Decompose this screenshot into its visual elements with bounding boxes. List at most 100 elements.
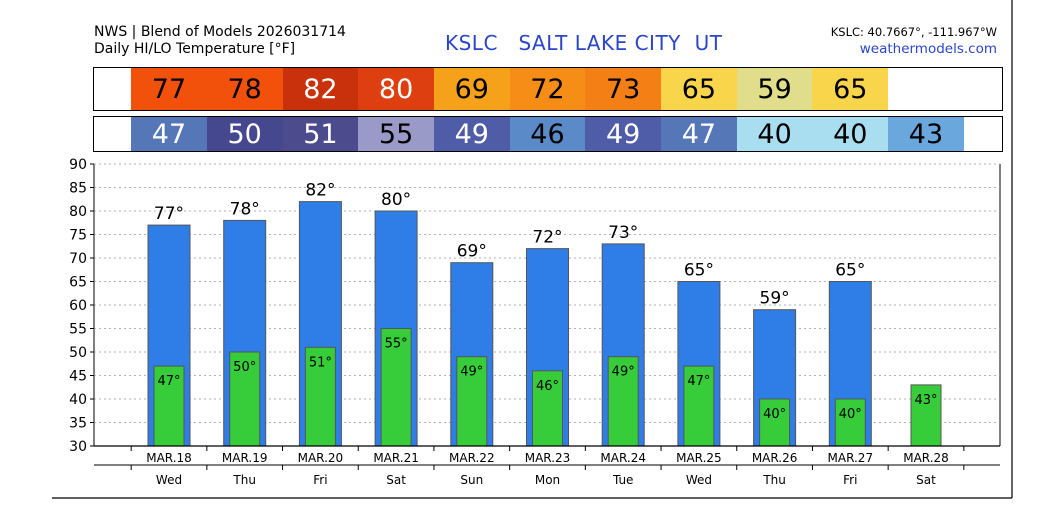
- weekday-label: Thu: [232, 473, 256, 487]
- y-tick-label: 80: [69, 204, 87, 220]
- low-temp-cell: 51: [282, 117, 359, 151]
- low-temp-label: 43°: [914, 393, 937, 408]
- high-temp-label: 82°: [305, 181, 335, 201]
- y-tick-label: 40: [69, 392, 87, 408]
- high-temp-label: 77°: [154, 204, 184, 224]
- low-temp-label: 47°: [157, 374, 180, 389]
- high-temp-bar: [677, 281, 721, 447]
- weekday-label: Sun: [460, 473, 483, 487]
- low-temp-bar: [532, 370, 563, 447]
- y-tick-label: 45: [69, 369, 87, 385]
- low-temp-label: 40°: [763, 407, 786, 422]
- y-tick-label: 30: [69, 439, 87, 455]
- high-temp-cell: 77: [131, 68, 207, 110]
- date-label: MAR.19: [222, 451, 268, 465]
- low-temp-label: 50°: [233, 360, 256, 375]
- high-temp-label: 65°: [835, 261, 865, 281]
- low-temp-bar: [153, 365, 185, 447]
- source-title: NWS | Blend of Models 2026031714: [94, 24, 346, 40]
- low-temp-bar: [456, 356, 488, 447]
- high-temp-bar: [753, 309, 797, 447]
- y-tick-label: 70: [69, 251, 87, 267]
- high-temperature-strip: 77 78 82 80 69 72 73 65 59 65: [93, 67, 1003, 111]
- high-temp-cell: 80: [358, 68, 434, 110]
- date-label: MAR.28: [903, 451, 949, 465]
- weekday-label: Mon: [535, 473, 560, 487]
- low-temp-label: 46°: [536, 379, 559, 394]
- high-temp-bar: [298, 201, 342, 447]
- weekday-label: Sat: [916, 473, 936, 487]
- high-temp-cell: 72: [509, 68, 586, 110]
- high-temp-bar: [223, 219, 267, 447]
- low-temp-bar: [910, 384, 942, 447]
- y-tick-label: 65: [69, 275, 87, 291]
- date-label: MAR.18: [146, 451, 192, 465]
- low-temperature-strip: 47 50 51 55 49 46 49 47 40 40 43: [93, 116, 1003, 152]
- high-temp-cell: 82: [282, 68, 359, 110]
- high-temp-cell: 73: [585, 68, 662, 110]
- y-tick-label: 90: [69, 157, 87, 173]
- low-temp-cell: 40: [736, 117, 813, 151]
- low-temp-bar: [834, 398, 866, 447]
- y-tick-label: 60: [69, 298, 87, 314]
- high-temp-label: 59°: [760, 289, 790, 309]
- site-link[interactable]: weathermodels.com: [859, 41, 997, 57]
- high-temp-label: 73°: [608, 223, 638, 243]
- high-temp-cell: 65: [661, 68, 737, 110]
- low-temp-cell: 47: [131, 117, 207, 151]
- low-temp-bar: [607, 356, 639, 447]
- y-tick-label: 85: [69, 181, 87, 197]
- high-temp-cell: 59: [736, 68, 813, 110]
- low-temp-label: 49°: [612, 365, 635, 380]
- low-temp-bar: [380, 328, 412, 447]
- low-temp-cell: 46: [509, 117, 586, 151]
- low-temp-cell: 43: [888, 117, 964, 151]
- high-temp-bar: [828, 281, 872, 447]
- high-temp-label: 80°: [381, 190, 411, 210]
- low-temp-label: 51°: [309, 355, 332, 370]
- high-temp-label: 72°: [532, 228, 562, 248]
- station-title: KSLC SALT LAKE CITY UT: [445, 31, 723, 55]
- station-coords: KSLC: 40.7667°, -111.967°W: [830, 25, 997, 39]
- date-label: MAR.22: [449, 451, 495, 465]
- low-temp-label: 47°: [687, 374, 710, 389]
- weekday-label: Wed: [156, 473, 182, 487]
- low-temp-bar: [759, 398, 791, 447]
- high-temp-label: 78°: [230, 199, 260, 219]
- y-tick-label: 50: [69, 345, 87, 361]
- date-label: MAR.23: [525, 451, 571, 465]
- date-label: MAR.21: [373, 451, 419, 465]
- weekday-label: Tue: [612, 473, 634, 487]
- date-label: MAR.20: [298, 451, 344, 465]
- high-temp-bar: [147, 224, 191, 447]
- low-temp-label: 49°: [460, 365, 483, 380]
- low-temp-cell: 40: [812, 117, 889, 151]
- date-label: MAR.27: [828, 451, 874, 465]
- weekday-label: Fri: [313, 473, 327, 487]
- y-tick-label: 55: [69, 322, 87, 338]
- low-temp-bar: [683, 365, 715, 447]
- date-label: MAR.24: [600, 451, 646, 465]
- high-temp-cell: 65: [812, 68, 889, 110]
- high-temp-label: 69°: [457, 242, 487, 262]
- date-label: MAR.26: [752, 451, 798, 465]
- low-temp-cell: 50: [206, 117, 283, 151]
- high-temp-label: 65°: [684, 261, 714, 281]
- date-label: MAR.25: [676, 451, 722, 465]
- low-temp-bar: [229, 351, 261, 447]
- high-temp-cell: 69: [433, 68, 510, 110]
- low-temp-cell: 49: [433, 117, 510, 151]
- chart-subtitle: Daily HI/LO Temperature [°F]: [94, 41, 296, 57]
- weekday-label: Fri: [843, 473, 857, 487]
- low-temp-bar: [304, 346, 336, 447]
- y-tick-label: 75: [69, 228, 87, 244]
- low-temp-cell: 49: [585, 117, 662, 151]
- weekday-label: Wed: [686, 473, 712, 487]
- weekday-label: Thu: [762, 473, 786, 487]
- low-temp-label: 40°: [839, 407, 862, 422]
- high-temp-cell: 78: [206, 68, 283, 110]
- y-tick-label: 35: [69, 416, 87, 432]
- weekday-label: Sat: [386, 473, 406, 487]
- high-temp-bar: [450, 262, 494, 447]
- high-temp-bar: [374, 210, 418, 447]
